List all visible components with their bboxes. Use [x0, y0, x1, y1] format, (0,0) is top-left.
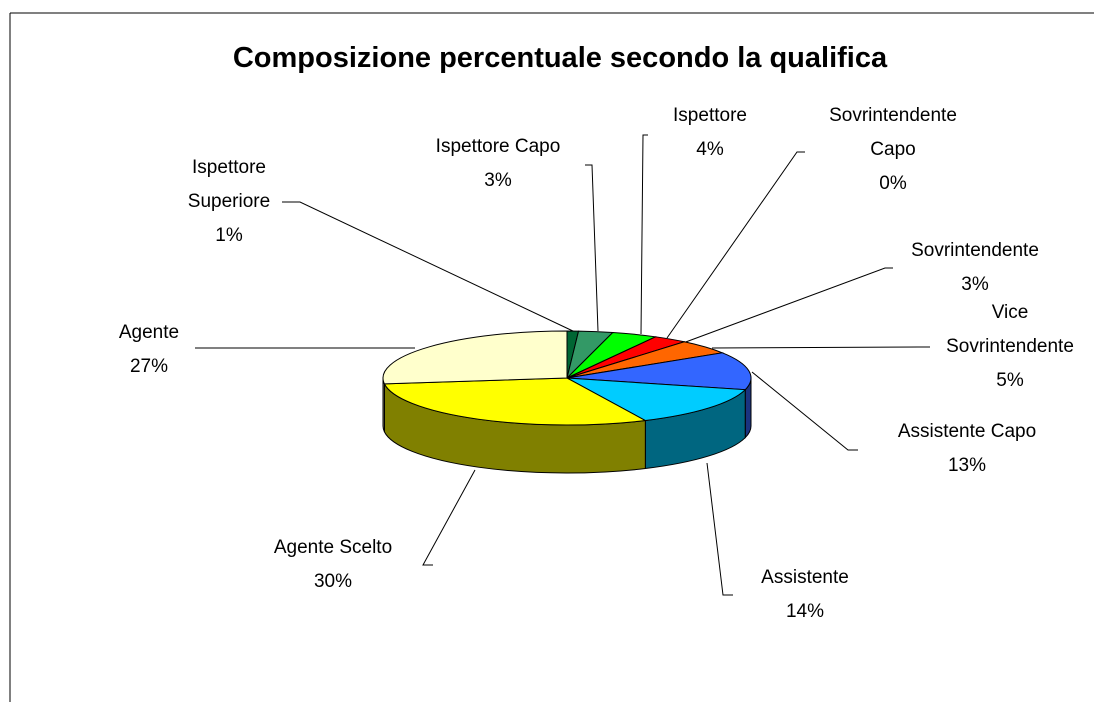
slice — [383, 377, 647, 426]
value-label: 13% — [947, 455, 987, 476]
slice-side — [382, 377, 385, 433]
value-label: 0% — [879, 173, 907, 194]
value-label: 27% — [129, 356, 169, 377]
leader-line — [282, 201, 576, 333]
category-label: Vice Sovrintendente — [946, 302, 1074, 357]
slice-label: Assistente 14% — [725, 561, 885, 629]
slice-label: Sovrintendente Capo 0% — [808, 99, 978, 201]
category-label: Sovrintendente — [911, 240, 1039, 261]
value-label: 1% — [215, 225, 243, 246]
category-label: Ispettore Capo — [435, 136, 561, 157]
leader-line — [666, 151, 805, 339]
category-label: Ispettore Superiore — [187, 157, 271, 212]
value-label: 5% — [996, 370, 1024, 391]
value-label: 4% — [696, 139, 724, 160]
slice-label: Ispettore Capo 3% — [398, 130, 598, 198]
slice-label: Vice Sovrintendente 5% — [930, 296, 1090, 398]
value-label: 3% — [961, 274, 989, 295]
leader-lines — [195, 134, 930, 596]
slice-label: Agente 27% — [89, 316, 209, 384]
leader-line — [706, 462, 733, 596]
category-label: Agente Scelto — [273, 537, 393, 558]
pie — [382, 330, 752, 474]
chart-title: Composizione percentuale secondo la qual… — [232, 42, 888, 74]
category-label: Assistente — [761, 567, 849, 588]
leader-line — [422, 469, 476, 566]
leader-line — [751, 371, 858, 451]
slice — [566, 352, 752, 391]
value-label: 3% — [484, 170, 512, 191]
slice-label: Ispettore Superiore 1% — [169, 151, 289, 253]
slice — [382, 330, 568, 385]
slice — [566, 377, 747, 422]
leader-line — [711, 346, 930, 349]
slice-label: Agente Scelto 30% — [233, 531, 433, 599]
category-label: Sovrintendente Capo — [829, 105, 957, 160]
leader-line — [585, 164, 599, 332]
category-label: Agente — [118, 322, 180, 343]
category-label: Ispettore — [673, 105, 747, 126]
leader-line — [682, 267, 893, 344]
slice-label: Ispettore 4% — [640, 99, 780, 167]
slice-label: Assistente Capo 13% — [867, 415, 1067, 483]
value-label: 30% — [313, 571, 353, 592]
category-label: Assistente Capo — [897, 421, 1037, 442]
value-label: 14% — [785, 601, 825, 622]
leader-line — [640, 134, 648, 335]
slice-label: Sovrintendente 3% — [885, 234, 1065, 302]
